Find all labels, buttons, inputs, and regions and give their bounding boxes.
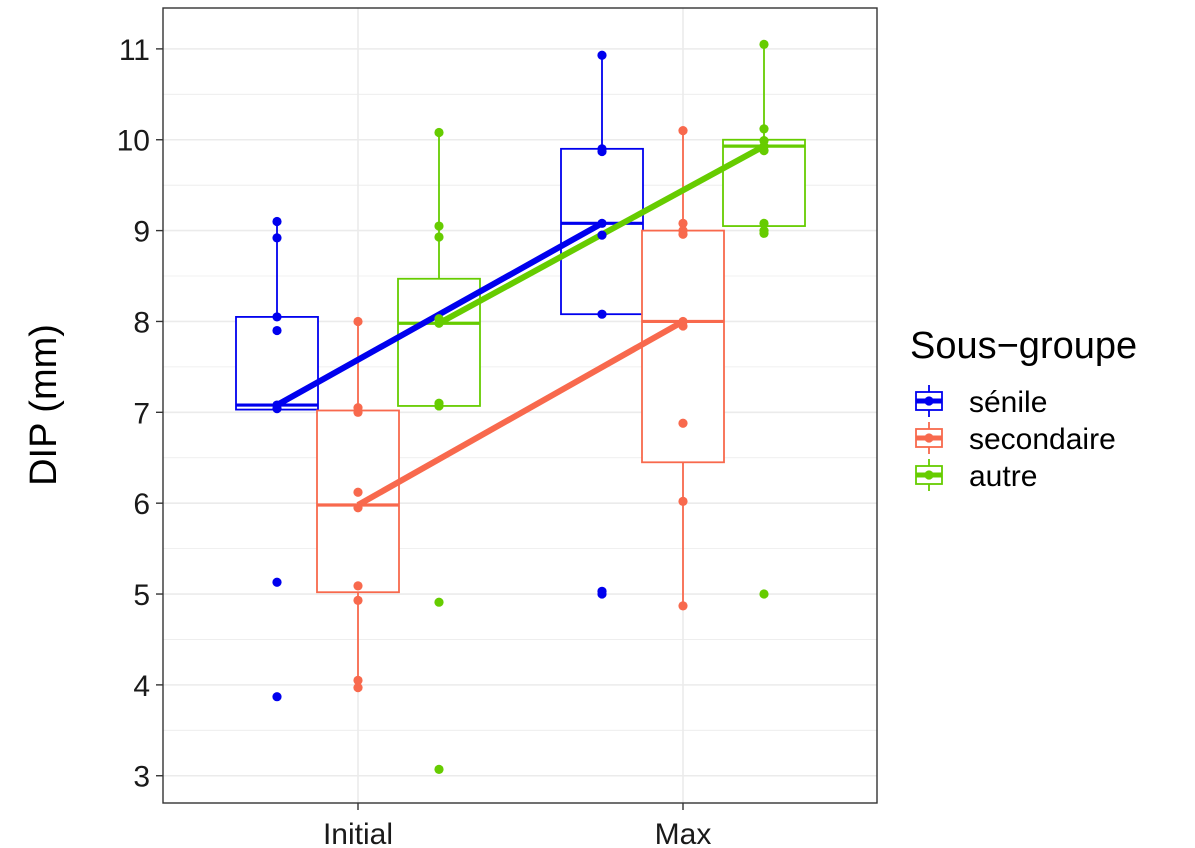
data-point bbox=[272, 233, 282, 243]
x-axis: Initial Max bbox=[323, 803, 711, 848]
data-point bbox=[353, 407, 363, 417]
data-point bbox=[678, 218, 688, 228]
plot-border bbox=[162, 7, 878, 804]
data-point bbox=[678, 418, 688, 428]
data-point bbox=[434, 597, 444, 607]
y-tick-label: 5 bbox=[133, 579, 150, 612]
legend-label: autre bbox=[969, 460, 1037, 493]
legend-key-point bbox=[924, 433, 934, 443]
data-point bbox=[353, 683, 363, 693]
data-point bbox=[272, 404, 282, 414]
data-point bbox=[434, 127, 444, 138]
data-point bbox=[759, 146, 769, 156]
legend: sénile secondaire autre bbox=[915, 385, 1116, 493]
data-point bbox=[597, 218, 607, 228]
y-tick-label: 7 bbox=[133, 397, 150, 430]
y-tick-label: 9 bbox=[133, 216, 150, 249]
legend-title: Sous−groupe bbox=[910, 325, 1137, 367]
data-point bbox=[678, 601, 688, 611]
point-layer bbox=[272, 39, 769, 774]
data-point bbox=[597, 589, 607, 599]
data-point bbox=[597, 50, 607, 60]
data-point bbox=[353, 581, 363, 591]
grid bbox=[163, 8, 877, 803]
data-point bbox=[353, 503, 363, 513]
data-point bbox=[434, 401, 444, 411]
legend-label: secondaire bbox=[969, 423, 1116, 456]
y-tick-label: 6 bbox=[133, 488, 150, 521]
legend-key-point bbox=[924, 470, 934, 480]
data-point bbox=[678, 229, 688, 239]
data-point bbox=[759, 218, 769, 228]
y-axis-title: DIP (mm) bbox=[23, 324, 65, 486]
y-tick-label: 11 bbox=[119, 34, 150, 67]
data-point bbox=[434, 318, 444, 328]
box-body bbox=[316, 409, 400, 594]
data-point bbox=[353, 595, 363, 605]
trend-line bbox=[356, 318, 685, 508]
data-point bbox=[597, 309, 607, 319]
x-tick-label: Initial bbox=[323, 818, 393, 848]
data-point bbox=[678, 126, 688, 136]
data-point bbox=[272, 692, 282, 702]
y-axis: 3 4 5 6 7 8 9 10 11 bbox=[117, 34, 163, 794]
box-layer bbox=[235, 44, 806, 688]
data-point bbox=[678, 496, 688, 506]
legend-label: sénile bbox=[969, 386, 1047, 419]
data-point bbox=[434, 764, 444, 774]
x-tick-label: Max bbox=[655, 818, 712, 848]
y-tick-label: 3 bbox=[133, 761, 150, 794]
data-point bbox=[353, 487, 363, 497]
data-point bbox=[759, 124, 769, 134]
data-point bbox=[434, 232, 444, 242]
data-point bbox=[272, 312, 282, 322]
data-point bbox=[353, 675, 363, 685]
data-point bbox=[759, 589, 769, 599]
data-point bbox=[597, 230, 607, 240]
legend-key-point bbox=[924, 396, 934, 406]
y-tick-label: 4 bbox=[133, 670, 150, 703]
data-point bbox=[759, 39, 769, 49]
data-point bbox=[678, 321, 688, 331]
data-point bbox=[272, 325, 282, 336]
data-point bbox=[759, 228, 769, 238]
data-point bbox=[353, 316, 363, 327]
data-point bbox=[272, 577, 282, 587]
data-point bbox=[272, 216, 282, 227]
y-tick-label: 10 bbox=[117, 125, 150, 158]
y-tick-label: 8 bbox=[133, 306, 150, 339]
data-point bbox=[597, 146, 607, 157]
data-point bbox=[434, 221, 444, 231]
